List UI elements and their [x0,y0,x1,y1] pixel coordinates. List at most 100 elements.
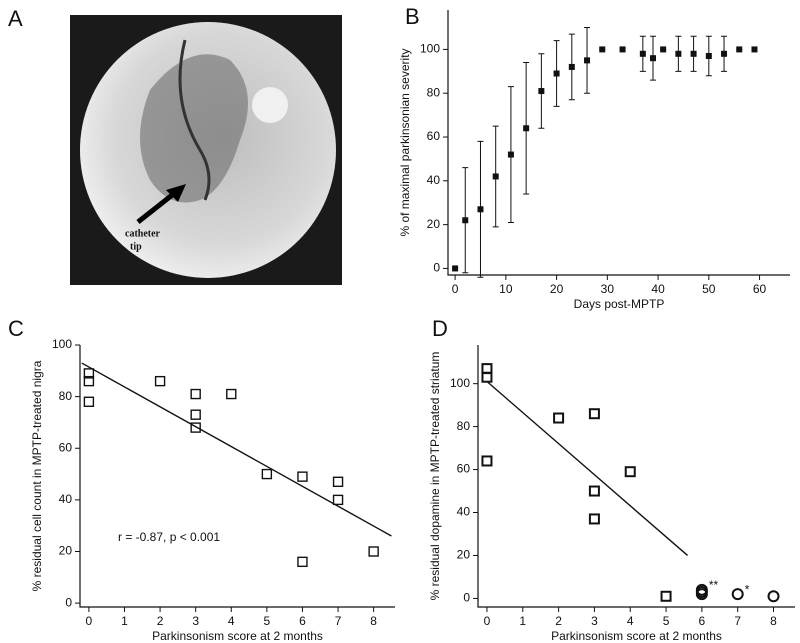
x-tick-label: 30 [601,282,615,296]
point [588,513,600,525]
point [660,590,672,602]
annotation: ** [709,578,719,592]
x-tick-label: 5 [264,614,271,628]
x-tick-label: 6 [699,614,706,628]
x-tick-label: 7 [734,614,741,628]
annotation: r = -0.87, p < 0.001 [118,530,220,544]
x-tick-label: 3 [591,614,598,628]
point [477,206,484,213]
y-tick-label: 40 [59,492,73,506]
y-tick-label: 60 [59,440,73,454]
x-tick-label: 0 [86,614,93,628]
point [660,46,667,53]
point [588,408,600,420]
x-axis-label: Parkinsonism score at 2 months [551,629,722,643]
arrow-head [166,184,186,202]
x-tick-label: 60 [753,282,767,296]
point [190,422,201,433]
point [599,46,606,53]
point [695,588,708,601]
y-tick-label: 20 [457,548,471,562]
point [462,217,469,224]
x-tick-label: 5 [663,614,670,628]
x-tick-label: 50 [702,282,716,296]
point [731,588,744,601]
point [481,455,493,467]
panel-label: A [8,6,23,31]
point [553,412,565,424]
x-tick-label: 4 [627,614,634,628]
point [83,368,95,379]
point [767,590,780,603]
point [639,50,646,57]
y-tick-label: 100 [450,376,470,390]
point [297,556,308,568]
y-axis-label: % residual dopamine in MPTP-treated stri… [428,352,442,601]
point [523,125,530,132]
point [705,52,712,59]
point [83,396,95,407]
point [588,485,600,497]
x-tick-label: 8 [370,614,377,628]
point [190,388,201,400]
y-tick-label: 20 [427,217,441,231]
point [619,46,626,53]
point [297,471,308,482]
x-tick-label: 1 [519,614,526,628]
image-shadow [140,54,248,203]
axis-line [447,10,790,276]
point [190,409,201,420]
x-axis-label: Parkinsonism score at 2 months [152,629,323,643]
x-axis-label: Days post-MPTP [574,297,665,311]
x-tick-label: 0 [452,282,459,296]
y-tick-label: 60 [457,462,471,476]
point [538,88,545,95]
vessel [178,39,211,201]
point [83,375,95,387]
point [553,70,560,77]
y-axis-label: % of maximal parkinsonian severity [398,48,412,236]
point [332,494,344,506]
y-tick-label: 100 [52,337,72,351]
y-tick-label: 0 [65,595,72,609]
point [649,55,656,62]
point [261,468,273,480]
point [507,151,514,158]
x-tick-label: 6 [299,614,306,628]
y-tick-label: 40 [457,505,471,519]
x-tick-label: 0 [484,614,491,628]
x-tick-label: 2 [157,614,164,628]
y-tick-label: 60 [427,129,441,143]
point [751,46,758,53]
image-highlight [252,87,288,123]
image-annotation: tip [130,241,142,252]
point [568,63,575,70]
point [368,546,379,557]
x-tick-label: 3 [192,614,199,628]
x-tick-label: 1 [121,614,128,628]
x-tick-label: 4 [228,614,235,628]
point [675,50,682,57]
arrow [136,190,178,224]
point [154,375,166,387]
point [624,466,636,478]
point [690,50,697,57]
point [481,371,493,383]
point [452,265,459,272]
x-tick-label: 20 [550,282,564,296]
y-tick-label: 80 [457,419,471,433]
x-tick-label: 8 [770,614,777,628]
point [584,57,591,64]
y-tick-label: 0 [463,591,470,605]
y-tick-label: 40 [427,173,441,187]
x-tick-label: 7 [335,614,342,628]
point [736,46,743,53]
axis-line [79,345,395,608]
point [492,173,499,180]
annotation: * [745,582,750,596]
x-tick-label: 2 [555,614,562,628]
y-tick-label: 80 [59,389,73,403]
x-tick-label: 40 [651,282,665,296]
panel-label: B [405,4,420,29]
